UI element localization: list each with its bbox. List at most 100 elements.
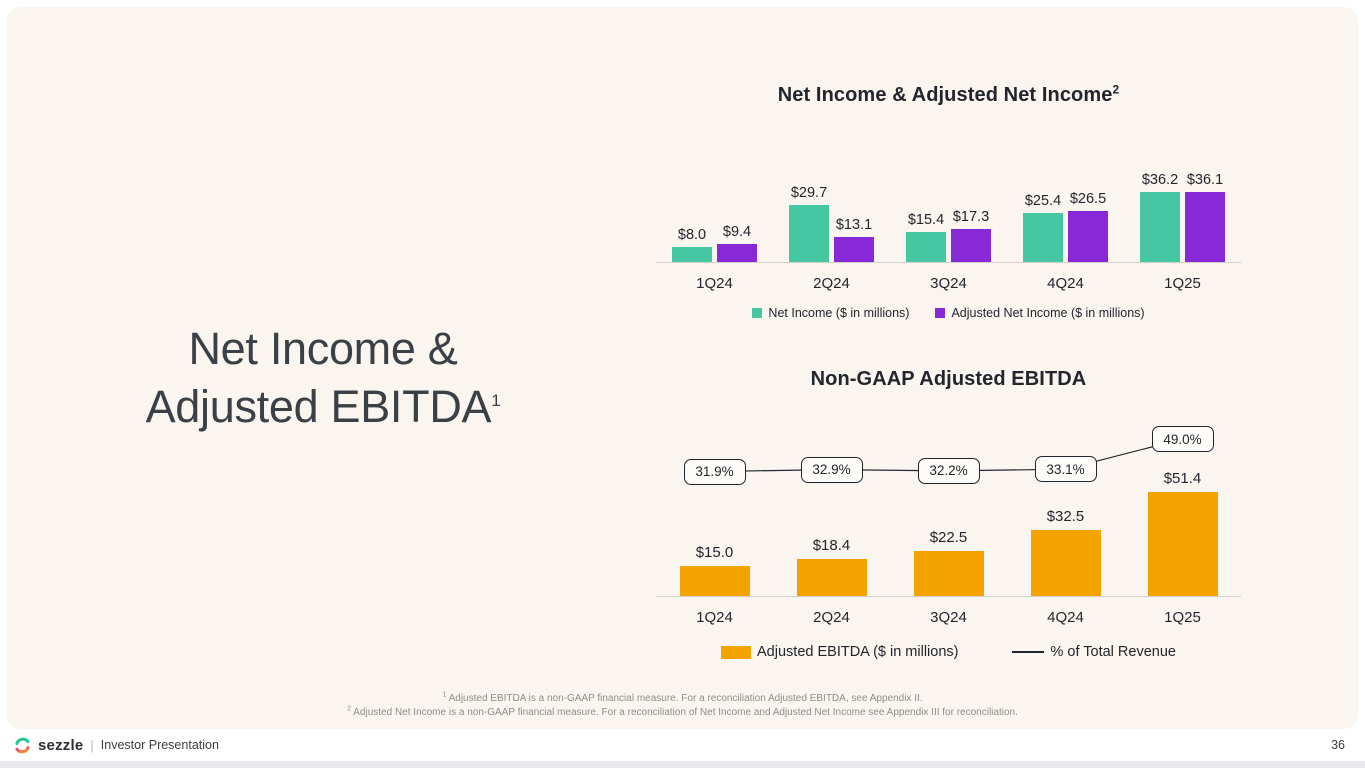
bar — [1023, 212, 1063, 262]
bar-value-label: $29.7 — [790, 184, 828, 201]
slide-title-line2: Adjusted EBITDA — [145, 381, 492, 432]
slide-background — [7, 7, 1358, 729]
bar — [1185, 192, 1225, 262]
slide-title-line1: Net Income & — [188, 323, 458, 374]
category-label: 1Q24 — [696, 609, 733, 626]
footnote-2-superscript: 2 — [347, 705, 352, 713]
bar-value-label: $9.4 — [722, 223, 752, 240]
chart-1-legend: Net Income ($ in millions) Adjusted Net … — [656, 306, 1241, 320]
percent-marker: 32.2% — [917, 457, 980, 484]
bar-value-label: $22.5 — [929, 528, 968, 546]
bar — [1068, 210, 1108, 262]
bar-group: $36.2 $36.1 — [1124, 172, 1241, 262]
chart-2-plot: $15.0 $18.4 $22.5 $32.5 $51.4 31.9% 32.9% 32.2… — [656, 396, 1241, 597]
category-label: 2Q24 — [813, 275, 850, 292]
bar-value-label: $32.5 — [1046, 508, 1085, 526]
bar-value-label: $36.2 — [1141, 172, 1179, 188]
presentation-label: Investor Presentation — [100, 738, 219, 752]
bar-unit: $15.0 — [656, 544, 773, 596]
bar — [796, 558, 867, 596]
bar-unit: $26.5 — [1068, 191, 1108, 262]
bar — [679, 565, 750, 596]
adjusted-net-income-swatch — [935, 308, 946, 318]
footer: sezzle | Investor Presentation 36 — [14, 734, 1345, 756]
bar-unit: $36.2 — [1140, 172, 1180, 262]
bar-value-label: $18.4 — [812, 536, 851, 554]
category-label: 3Q24 — [930, 275, 967, 292]
bar-group: $29.7 $13.1 — [773, 185, 890, 262]
net-income-legend-label: Net Income ($ in millions) — [768, 306, 910, 320]
bar-unit: $22.5 — [890, 528, 1007, 596]
category-label: 2Q24 — [813, 609, 850, 626]
percent-marker: 31.9% — [683, 458, 746, 485]
bar-value-label: $17.3 — [952, 208, 990, 225]
chart-2-legend: Adjusted EBITDA ($ in millions) % of Tot… — [656, 644, 1241, 660]
brand-group: sezzle | Investor Presentation — [14, 737, 219, 754]
bar-value-label: $15.0 — [695, 543, 734, 561]
footnote-1-text: Adjusted EBITDA is a non-GAAP financial … — [448, 693, 923, 704]
footnote-1: 1 Adjusted EBITDA is a non-GAAP financia… — [0, 692, 1365, 706]
category-label: 1Q24 — [696, 275, 733, 292]
bar-group: $15.4 $17.3 — [890, 208, 1007, 262]
bar-value-label: $13.1 — [835, 216, 873, 233]
bar-group: $8.0 $9.4 — [656, 224, 773, 262]
percent-marker: 32.9% — [800, 456, 863, 483]
category-label: 4Q24 — [1047, 275, 1084, 292]
bar-unit: $17.3 — [951, 208, 991, 262]
bar — [834, 236, 874, 262]
slide-title: Net Income & Adjusted EBITDA1 — [78, 320, 568, 436]
bar-unit: $36.1 — [1185, 172, 1225, 262]
bar — [717, 243, 757, 262]
bar-value-label: $36.1 — [1186, 172, 1224, 189]
bar-unit: $32.5 — [1007, 508, 1124, 596]
bar-unit: $13.1 — [834, 217, 874, 262]
bottom-strip — [0, 761, 1365, 768]
bar — [789, 204, 829, 262]
chart-2-category-axis: 1Q24 2Q24 3Q24 4Q24 1Q25 — [656, 597, 1241, 626]
adjusted-net-income-legend-label: Adjusted Net Income ($ in millions) — [951, 306, 1145, 320]
percent-revenue-legend-label: % of Total Revenue — [1050, 644, 1176, 660]
legend-item-adjusted-ebitda: Adjusted EBITDA ($ in millions) — [721, 644, 958, 660]
category-label: 3Q24 — [930, 609, 967, 626]
chart-1-title-text: Net Income & Adjusted Net Income — [777, 84, 1113, 106]
bar-value-label: $8.0 — [677, 226, 707, 243]
chart-1-title-superscript: 2 — [1112, 82, 1120, 97]
bar-unit: $15.4 — [906, 212, 946, 262]
bar-group: $25.4 $26.5 — [1007, 191, 1124, 262]
slide-title-superscript: 1 — [491, 391, 501, 410]
bar-unit: $18.4 — [773, 537, 890, 596]
footnote-2: 2 Adjusted Net Income is a non-GAAP fina… — [0, 706, 1365, 720]
percent-marker: 33.1% — [1034, 456, 1097, 483]
brand-separator: | — [90, 737, 94, 753]
chart-1-plot: $8.0 $9.4 $29.7 $13.1 $15.4 $17.3 $25.4 $26.5 $3… — [656, 114, 1241, 263]
chart-adjusted-ebitda: Non-GAAP Adjusted EBITDA $15.0 $18.4 $22.5… — [656, 366, 1241, 660]
bar — [951, 228, 991, 262]
net-income-swatch — [752, 308, 763, 318]
bar-unit: $51.4 — [1124, 470, 1241, 596]
percent-marker: 49.0% — [1151, 426, 1214, 452]
bar — [1140, 192, 1180, 262]
legend-item-percent-revenue: % of Total Revenue — [1012, 644, 1176, 660]
footnotes: 1 Adjusted EBITDA is a non-GAAP financia… — [0, 692, 1365, 720]
bar-value-label: $15.4 — [907, 212, 945, 229]
legend-item-net-income: Net Income ($ in millions) — [752, 306, 909, 320]
bar-unit: $25.4 — [1023, 193, 1063, 262]
bar-unit: $9.4 — [717, 224, 757, 262]
category-label: 4Q24 — [1047, 609, 1084, 626]
category-label: 1Q25 — [1164, 609, 1201, 626]
category-label: 1Q25 — [1164, 275, 1201, 292]
footnote-1-superscript: 1 — [442, 691, 447, 699]
bar-value-label: $51.4 — [1163, 470, 1202, 487]
chart-net-income: Net Income & Adjusted Net Income2 $8.0 $9… — [656, 82, 1241, 320]
adjusted-ebitda-swatch — [721, 645, 752, 659]
chart-2-bars: $15.0 $18.4 $22.5 $32.5 $51.4 — [656, 396, 1241, 596]
bar — [1030, 530, 1101, 596]
brand-name: sezzle — [38, 736, 84, 754]
percent-revenue-line-swatch — [1012, 651, 1045, 653]
legend-item-adjusted-net-income: Adjusted Net Income ($ in millions) — [935, 306, 1145, 320]
chart-2-title: Non-GAAP Adjusted EBITDA — [810, 368, 1087, 390]
bar-unit: $29.7 — [789, 185, 829, 262]
adjusted-ebitda-legend-label: Adjusted EBITDA ($ in millions) — [757, 644, 959, 660]
bar-value-label: $26.5 — [1069, 190, 1107, 207]
bar — [913, 550, 984, 596]
